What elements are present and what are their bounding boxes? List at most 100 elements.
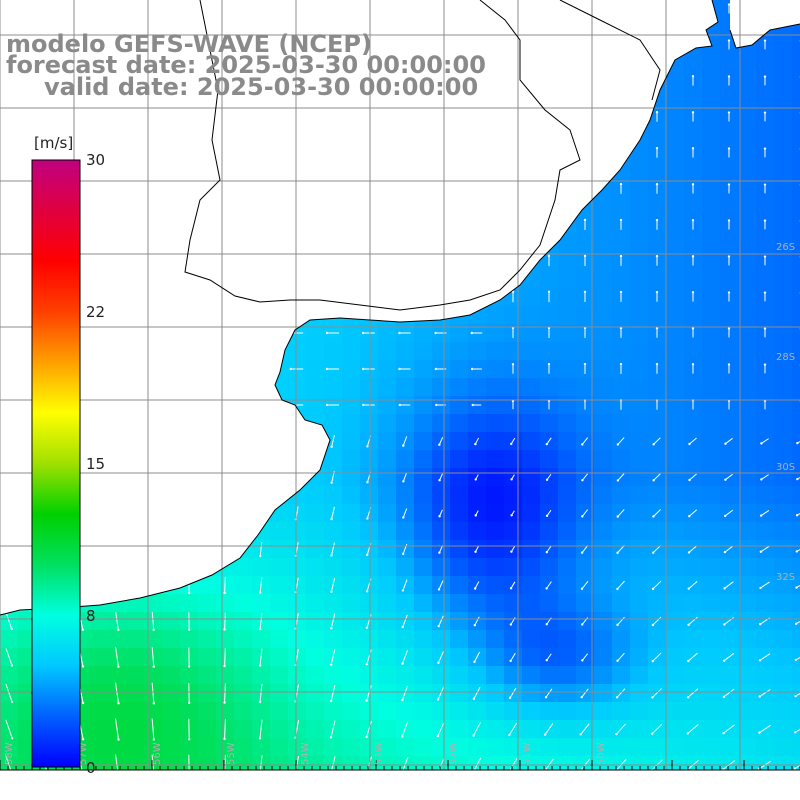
- wind-arrow: [651, 616, 662, 627]
- field-cell: [540, 378, 559, 397]
- field-cell: [684, 738, 703, 757]
- field-cell: [630, 360, 649, 379]
- colorbar-tick-30: 30: [86, 151, 105, 169]
- field-cell: [666, 252, 685, 271]
- field-cell: [702, 450, 721, 469]
- field-cell: [522, 540, 541, 559]
- field-cell: [774, 108, 793, 127]
- wind-arrow: [727, 183, 731, 194]
- field-cell: [756, 486, 775, 505]
- field-cell: [450, 342, 469, 361]
- field-cell: [324, 378, 343, 397]
- field-cell: [162, 720, 181, 739]
- field-cell: [576, 306, 595, 325]
- field-cell: [666, 288, 685, 307]
- field-cell: [612, 414, 631, 433]
- field-cell: [504, 414, 523, 433]
- field-cell: [450, 540, 469, 559]
- field-cell: [756, 414, 775, 433]
- wind-arrow: [727, 111, 731, 122]
- field-cell: [774, 522, 793, 541]
- field-cell: [738, 612, 757, 631]
- field-cell: [450, 576, 469, 595]
- field-cell: [306, 684, 325, 703]
- field-cell: [720, 162, 739, 181]
- field-cell: [648, 450, 667, 469]
- wind-arrow: [398, 367, 411, 371]
- longitude-label: 54W: [300, 742, 311, 765]
- wind-arrow: [329, 684, 336, 703]
- wind-arrow: [472, 687, 481, 700]
- field-cell: [576, 486, 595, 505]
- field-cell: [684, 702, 703, 721]
- wind-arrow: [763, 111, 767, 122]
- field-cell: [558, 558, 577, 577]
- field-cell: [378, 540, 397, 559]
- field-cell: [486, 720, 505, 739]
- field-cell: [702, 540, 721, 559]
- wind-arrow: [727, 327, 731, 338]
- field-cell: [666, 432, 685, 451]
- field-cell: [720, 270, 739, 289]
- wind-arrow: [437, 580, 444, 591]
- field-cell: [666, 198, 685, 217]
- field-cell: [468, 414, 487, 433]
- field-cell: [522, 414, 541, 433]
- field-cell: [414, 558, 433, 577]
- field-cell: [306, 342, 325, 361]
- field-cell: [576, 630, 595, 649]
- field-cell: [414, 522, 433, 541]
- field-cell: [504, 522, 523, 541]
- field-cell: [306, 378, 325, 397]
- field-cell: [342, 468, 361, 487]
- field-cell: [558, 630, 577, 649]
- field-cell: [792, 612, 800, 631]
- wind-arrow: [727, 219, 731, 230]
- wind-arrow: [652, 473, 661, 482]
- wind-arrow: [691, 111, 695, 122]
- field-cell: [360, 666, 379, 685]
- field-cell: [756, 558, 775, 577]
- field-cell: [324, 558, 343, 577]
- field-cell: [180, 738, 199, 757]
- field-cell: [162, 630, 181, 649]
- wind-arrow: [474, 545, 479, 553]
- field-cell: [558, 270, 577, 289]
- field-cell: [594, 540, 613, 559]
- wind-arrow: [793, 764, 800, 770]
- field-cell: [792, 270, 800, 289]
- wind-arrow: [616, 616, 625, 627]
- field-cell: [432, 558, 451, 577]
- field-cell: [342, 720, 361, 739]
- field-cell: [774, 198, 793, 217]
- field-cell: [378, 432, 397, 451]
- field-cell: [342, 594, 361, 613]
- wind-arrow: [115, 647, 120, 668]
- field-cell: [792, 468, 800, 487]
- field-cell: [486, 684, 505, 703]
- field-cell: [792, 684, 800, 703]
- field-cell: [738, 90, 757, 109]
- field-cell: [594, 630, 613, 649]
- wind-arrow: [510, 546, 516, 553]
- field-cell: [630, 612, 649, 631]
- wind-arrow: [688, 437, 697, 446]
- field-cell: [558, 486, 577, 505]
- wind-arrow: [151, 647, 155, 668]
- field-cell: [792, 180, 800, 199]
- field-cell: [666, 684, 685, 703]
- field-cell: [396, 630, 415, 649]
- field-cell: [198, 612, 217, 631]
- field-cell: [666, 306, 685, 325]
- wind-arrow: [687, 616, 698, 627]
- field-cell: [540, 522, 559, 541]
- field-cell: [324, 738, 343, 757]
- field-cell: [342, 738, 361, 757]
- wind-arrow: [686, 688, 699, 699]
- title-block: modelo GEFS-WAVE (NCEP) forecast date: 2…: [6, 30, 486, 101]
- wind-arrow: [581, 509, 589, 518]
- field-cell: [576, 594, 595, 613]
- field-cell: [504, 378, 523, 397]
- field-cell: [558, 684, 577, 703]
